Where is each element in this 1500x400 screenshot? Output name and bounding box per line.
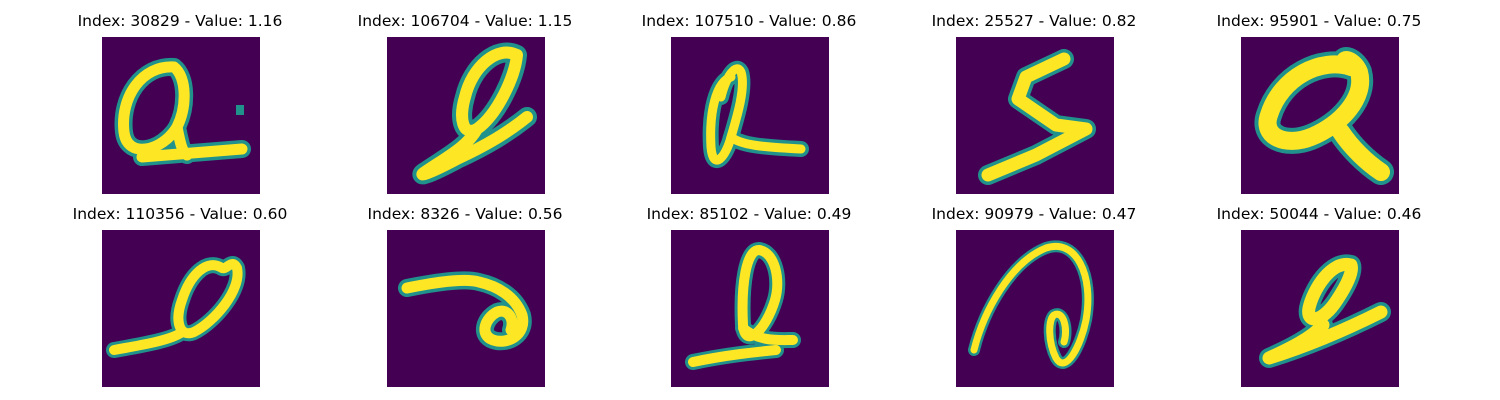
digit-image — [956, 230, 1114, 387]
digit-image — [102, 37, 260, 194]
digit-image — [1241, 37, 1399, 194]
panel-4: Index: 25527 - Value: 0.82 — [919, 12, 1149, 194]
panel-title: Index: 90979 - Value: 0.47 — [931, 205, 1137, 223]
panel-6: Index: 110356 - Value: 0.60 — [65, 205, 295, 387]
panel-5: Index: 95901 - Value: 0.75 — [1204, 12, 1434, 194]
panel-2: Index: 106704 - Value: 1.15 — [350, 12, 580, 194]
panel-10: Index: 50044 - Value: 0.46 — [1204, 205, 1434, 387]
panel-title: Index: 107510 - Value: 0.86 — [641, 12, 857, 30]
digit-image — [956, 37, 1114, 194]
digit-image — [387, 230, 545, 387]
digit-image — [671, 37, 829, 194]
digit-image — [102, 230, 260, 387]
panel-title: Index: 110356 - Value: 0.60 — [72, 205, 288, 223]
panel-title: Index: 85102 - Value: 0.49 — [646, 205, 852, 223]
panel-8: Index: 85102 - Value: 0.49 — [634, 205, 864, 387]
digit-image — [671, 230, 829, 387]
panel-title: Index: 30829 - Value: 1.16 — [77, 12, 283, 30]
panel-title: Index: 50044 - Value: 0.46 — [1216, 205, 1422, 223]
panel-title: Index: 8326 - Value: 0.56 — [367, 205, 563, 223]
panel-1: Index: 30829 - Value: 1.16 — [65, 12, 295, 194]
panel-7: Index: 8326 - Value: 0.56 — [350, 205, 580, 387]
panel-title: Index: 106704 - Value: 1.15 — [357, 12, 573, 30]
panel-9: Index: 90979 - Value: 0.47 — [919, 205, 1149, 387]
panel-title: Index: 95901 - Value: 0.75 — [1216, 12, 1422, 30]
digit-image — [387, 37, 545, 194]
panel-title: Index: 25527 - Value: 0.82 — [931, 12, 1137, 30]
digit-image — [1241, 230, 1399, 387]
panel-3: Index: 107510 - Value: 0.86 — [634, 12, 864, 194]
